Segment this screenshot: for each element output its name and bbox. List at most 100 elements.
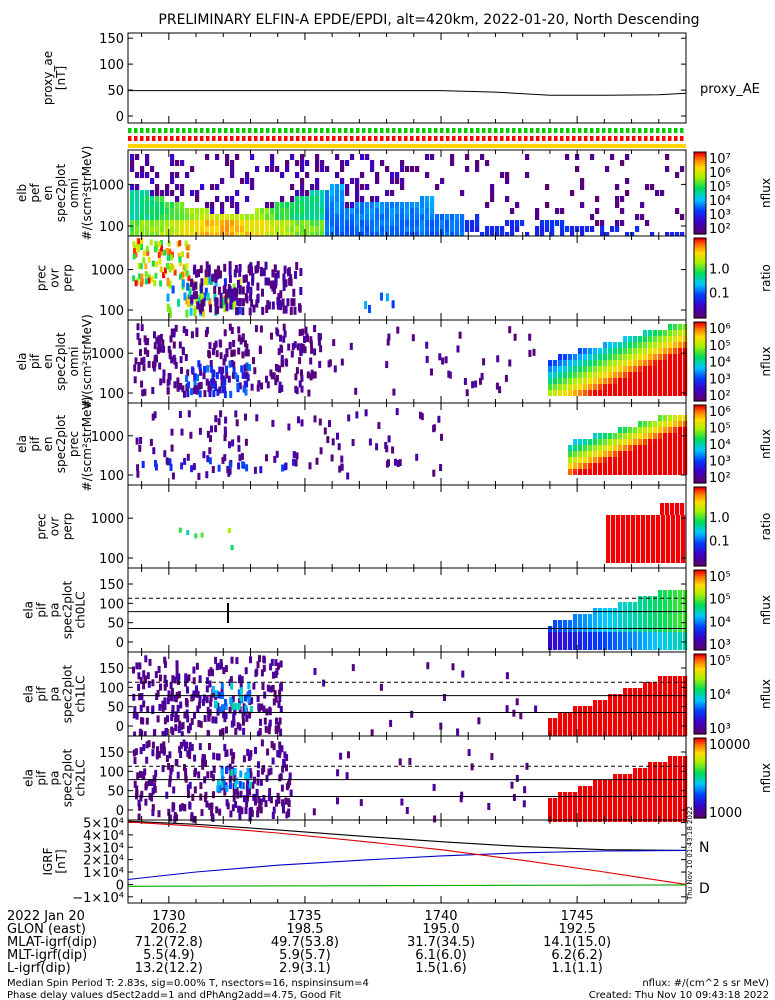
elb-pef-omni-cell bbox=[550, 232, 555, 238]
ela-pif-omni-cell bbox=[618, 366, 623, 372]
elb-pef-omni-cell bbox=[345, 226, 350, 232]
elb-pef-ratio-cell bbox=[160, 240, 163, 246]
ela-pa-ch0-cell bbox=[683, 644, 688, 650]
ela-pa-ch2-cell bbox=[633, 792, 638, 798]
ela-pa-ch1-cell bbox=[588, 718, 593, 724]
ela-pif-omni-cell bbox=[653, 390, 658, 396]
ela-pif-prec-colorbar-segment bbox=[694, 447, 706, 451]
ela-pa-ch0-ylabel-line: ela bbox=[22, 601, 36, 619]
ela-pif-ratio-cell bbox=[656, 533, 661, 539]
ela-pa-ch2-cell bbox=[573, 798, 578, 804]
ela-pa-ch2-cell bbox=[182, 804, 186, 812]
ela-pa-ch2-cell bbox=[510, 781, 514, 789]
ela-pa-ch2-cell bbox=[643, 816, 648, 822]
ela-pa-ch2-cell bbox=[230, 768, 234, 776]
ela-pif-omni-cell bbox=[603, 372, 608, 378]
elb-pef-omni-cell bbox=[195, 214, 200, 220]
ela-pa-ch1-ylabel-line: spec2plot bbox=[61, 664, 75, 723]
ela-pa-ch2-cell bbox=[193, 754, 197, 762]
ela-pif-prec-colorbar-segment bbox=[694, 408, 706, 412]
ela-pa-ch0-cell bbox=[608, 608, 613, 614]
ela-pif-omni-colorbar-segment bbox=[694, 367, 706, 370]
ela-pif-omni-cell bbox=[223, 386, 227, 394]
ela-pif-prec-cell bbox=[603, 439, 608, 445]
ela-pif-omni-cell bbox=[618, 360, 623, 366]
ela-pa-ch2-cell bbox=[243, 795, 246, 803]
ela-pa-ch1-cell bbox=[171, 705, 175, 712]
elb-pef-omni-cell bbox=[160, 232, 165, 238]
ela-pa-ch0-cell bbox=[608, 632, 613, 638]
ela-pa-ch1-cell bbox=[603, 712, 608, 718]
ela-pa-ch1-cell bbox=[663, 700, 668, 706]
elb-pef-ratio-cell bbox=[197, 269, 200, 277]
ela-pa-ch1-cell bbox=[164, 660, 167, 668]
spin-flag-green bbox=[428, 128, 432, 133]
ela-pa-ch1-cell bbox=[608, 730, 613, 736]
ela-pif-prec-cell bbox=[613, 457, 618, 463]
elb-pef-omni-cell bbox=[605, 232, 610, 238]
ephemeris-label: L-igrf(dip) bbox=[7, 961, 71, 976]
ela-pif-omni-cell bbox=[563, 390, 568, 396]
ela-pif-prec-ylabel: ela pif en spec2plot prec #/(scm²strMeV) bbox=[15, 397, 94, 492]
ela-pif-ratio-ylabel-line: perp bbox=[61, 513, 75, 541]
ela-pif-ratio-cell bbox=[611, 545, 616, 551]
ela-pif-prec-cell bbox=[628, 463, 633, 469]
elb-pef-ratio-cell bbox=[199, 285, 203, 294]
elb-pef-ratio-cell bbox=[168, 266, 172, 273]
ela-pa-ch2-colorbar-segment bbox=[694, 774, 706, 777]
ela-pa-ch2-cell bbox=[648, 816, 653, 822]
elb-pef-ratio-cell bbox=[214, 269, 217, 278]
ela-pa-ch1-cell bbox=[272, 698, 276, 706]
ela-pa-ch1-cell bbox=[653, 730, 658, 736]
elb-pef-ratio-colorbar-segment bbox=[694, 312, 706, 315]
ela-pif-omni-cell bbox=[568, 360, 573, 366]
ela-pa-ch0-cell bbox=[653, 626, 658, 632]
ela-pif-ratio-cell bbox=[631, 557, 636, 563]
ela-pif-omni-cell bbox=[465, 389, 469, 397]
ela-pa-ch0-colorbar-segment bbox=[694, 610, 706, 613]
ela-pif-prec-cell bbox=[643, 451, 648, 457]
ela-pa-ch1-cell bbox=[154, 671, 158, 679]
ela-pif-omni-cell bbox=[618, 390, 623, 396]
elb-pef-omni-cell bbox=[175, 172, 180, 178]
ela-pa-ch0-colorbar-segment bbox=[694, 640, 706, 643]
ela-pif-prec-ylabel-line: spec2plot bbox=[54, 414, 68, 473]
ela-pif-prec-colorbar-segment bbox=[694, 467, 706, 470]
ela-pa-ch0-cell bbox=[678, 626, 683, 632]
ela-pa-ch2-cell bbox=[280, 745, 284, 753]
elb-pef-ratio-cell bbox=[219, 300, 223, 309]
ela-pa-ch2-ylabel-line: spec2plot bbox=[61, 748, 75, 807]
elb-pef-omni-cell bbox=[175, 232, 180, 238]
elb-pef-omni-cell bbox=[185, 220, 190, 226]
ela-pa-ch2-cell bbox=[563, 792, 568, 798]
ela-pif-omni-cell bbox=[142, 364, 146, 371]
elb-pef-omni-cell bbox=[170, 202, 175, 208]
ela-pif-omni-cell bbox=[392, 388, 396, 396]
ela-pa-ch1-cell bbox=[177, 678, 180, 685]
elb-pef-omni-cell bbox=[625, 190, 630, 196]
elb-pef-omni-cell bbox=[300, 202, 305, 208]
ela-pif-prec-cell bbox=[638, 433, 643, 439]
ela-pa-ch2-cell bbox=[603, 816, 608, 822]
elb-pef-ratio-cell bbox=[184, 240, 188, 247]
ela-pa-ch1-cell bbox=[598, 700, 603, 706]
ela-pa-ch2-cell bbox=[179, 804, 182, 812]
elb-pef-ratio-cell bbox=[204, 269, 208, 278]
elb-pef-omni-cell bbox=[290, 202, 295, 208]
ela-pa-ch2-cell bbox=[228, 763, 232, 771]
ela-pif-prec-cell bbox=[653, 469, 658, 475]
ela-pa-ch0-cell bbox=[623, 614, 628, 620]
elb-pef-omni-cell bbox=[425, 202, 430, 208]
ela-pa-ch1-cell bbox=[558, 730, 563, 736]
elb-pef-ratio-cell bbox=[155, 261, 159, 268]
elb-pef-omni-cell bbox=[160, 202, 165, 208]
ela-pa-ch1-cell bbox=[232, 713, 236, 721]
ela-pa-ch1-cell bbox=[174, 695, 178, 703]
ela-pif-prec-cell bbox=[668, 427, 673, 433]
elb-pef-omni-cell bbox=[355, 214, 360, 220]
spin-flag-red bbox=[212, 136, 216, 141]
elb-pef-omni-cell bbox=[545, 226, 550, 232]
ela-pif-prec-cell bbox=[573, 445, 578, 451]
proxy-ae-frame bbox=[127, 32, 687, 124]
ela-pa-ch1-cell bbox=[261, 683, 265, 690]
